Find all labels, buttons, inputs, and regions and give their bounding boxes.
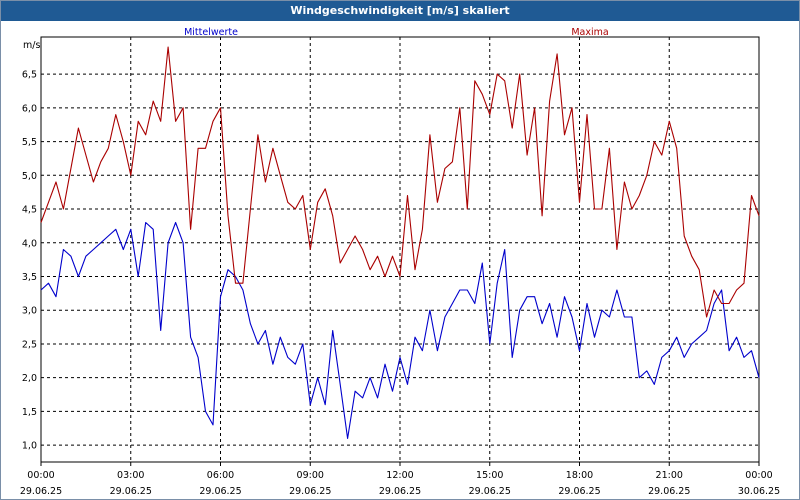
y-tick-label: 6,0	[22, 103, 37, 114]
y-tick-label: 1,0	[22, 441, 37, 452]
mittelwerte-line	[40, 221, 760, 439]
y-tick-label: 3,5	[22, 272, 37, 283]
x-tick-date: 29.06.25	[20, 486, 62, 497]
x-tick-time: 00:00	[745, 470, 772, 481]
y-tick-label: 4,0	[22, 238, 37, 249]
legend-maxima: Maxima	[571, 27, 608, 38]
x-tick-time: 03:00	[117, 470, 144, 481]
x-tick-date: 29.06.25	[648, 486, 690, 497]
y-tick-label: 6,5	[22, 70, 37, 81]
x-ticks: 00:00 29.06.25 03:00 29.06.25 06:00 29.06.25 0…	[20, 462, 780, 497]
y-tick-label: 5,0	[22, 171, 37, 182]
maxima-line	[40, 46, 760, 318]
legend-mittelwerte: Mittelwerte	[184, 27, 238, 38]
x-tick-date: 30.06.25	[738, 486, 780, 497]
x-tick-date: 29.06.25	[558, 486, 600, 497]
y-tick-label: 2,5	[22, 339, 37, 350]
x-tick-time: 15:00	[476, 470, 503, 481]
x-tick-date: 29.06.25	[289, 486, 331, 497]
x-tick-date: 29.06.25	[110, 486, 152, 497]
series-lines	[40, 46, 760, 439]
y-axis-unit: m/s	[23, 40, 40, 51]
x-tick-date: 29.06.25	[379, 486, 421, 497]
x-tick-time: 00:00	[27, 470, 54, 481]
x-tick-time: 21:00	[656, 470, 683, 481]
y-ticks: 1,0 1,5 2,0 2,5 3,0 3,5 4,0 4,5 5,0 5,5 6,0 6,5	[22, 70, 37, 452]
x-tick-time: 06:00	[207, 470, 234, 481]
x-tick-date: 29.06.25	[199, 486, 241, 497]
y-tick-label: 1,5	[22, 407, 37, 418]
y-tick-label: 4,5	[22, 205, 37, 216]
x-tick-date: 29.06.25	[469, 486, 511, 497]
y-tick-label: 5,5	[22, 137, 37, 148]
y-tick-label: 2,0	[22, 373, 37, 384]
wind-speed-chart: m/s Mittelwerte Maxima 1,0 1,5 2,0 2,5 3,0 3,…	[20, 27, 780, 497]
window-title: Windgeschwindigkeit [m/s] skaliert	[1, 1, 799, 21]
x-tick-time: 09:00	[297, 470, 324, 481]
x-tick-time: 18:00	[566, 470, 593, 481]
grid-lines	[41, 37, 759, 462]
x-tick-time: 12:00	[386, 470, 413, 481]
y-tick-label: 3,0	[22, 306, 37, 317]
